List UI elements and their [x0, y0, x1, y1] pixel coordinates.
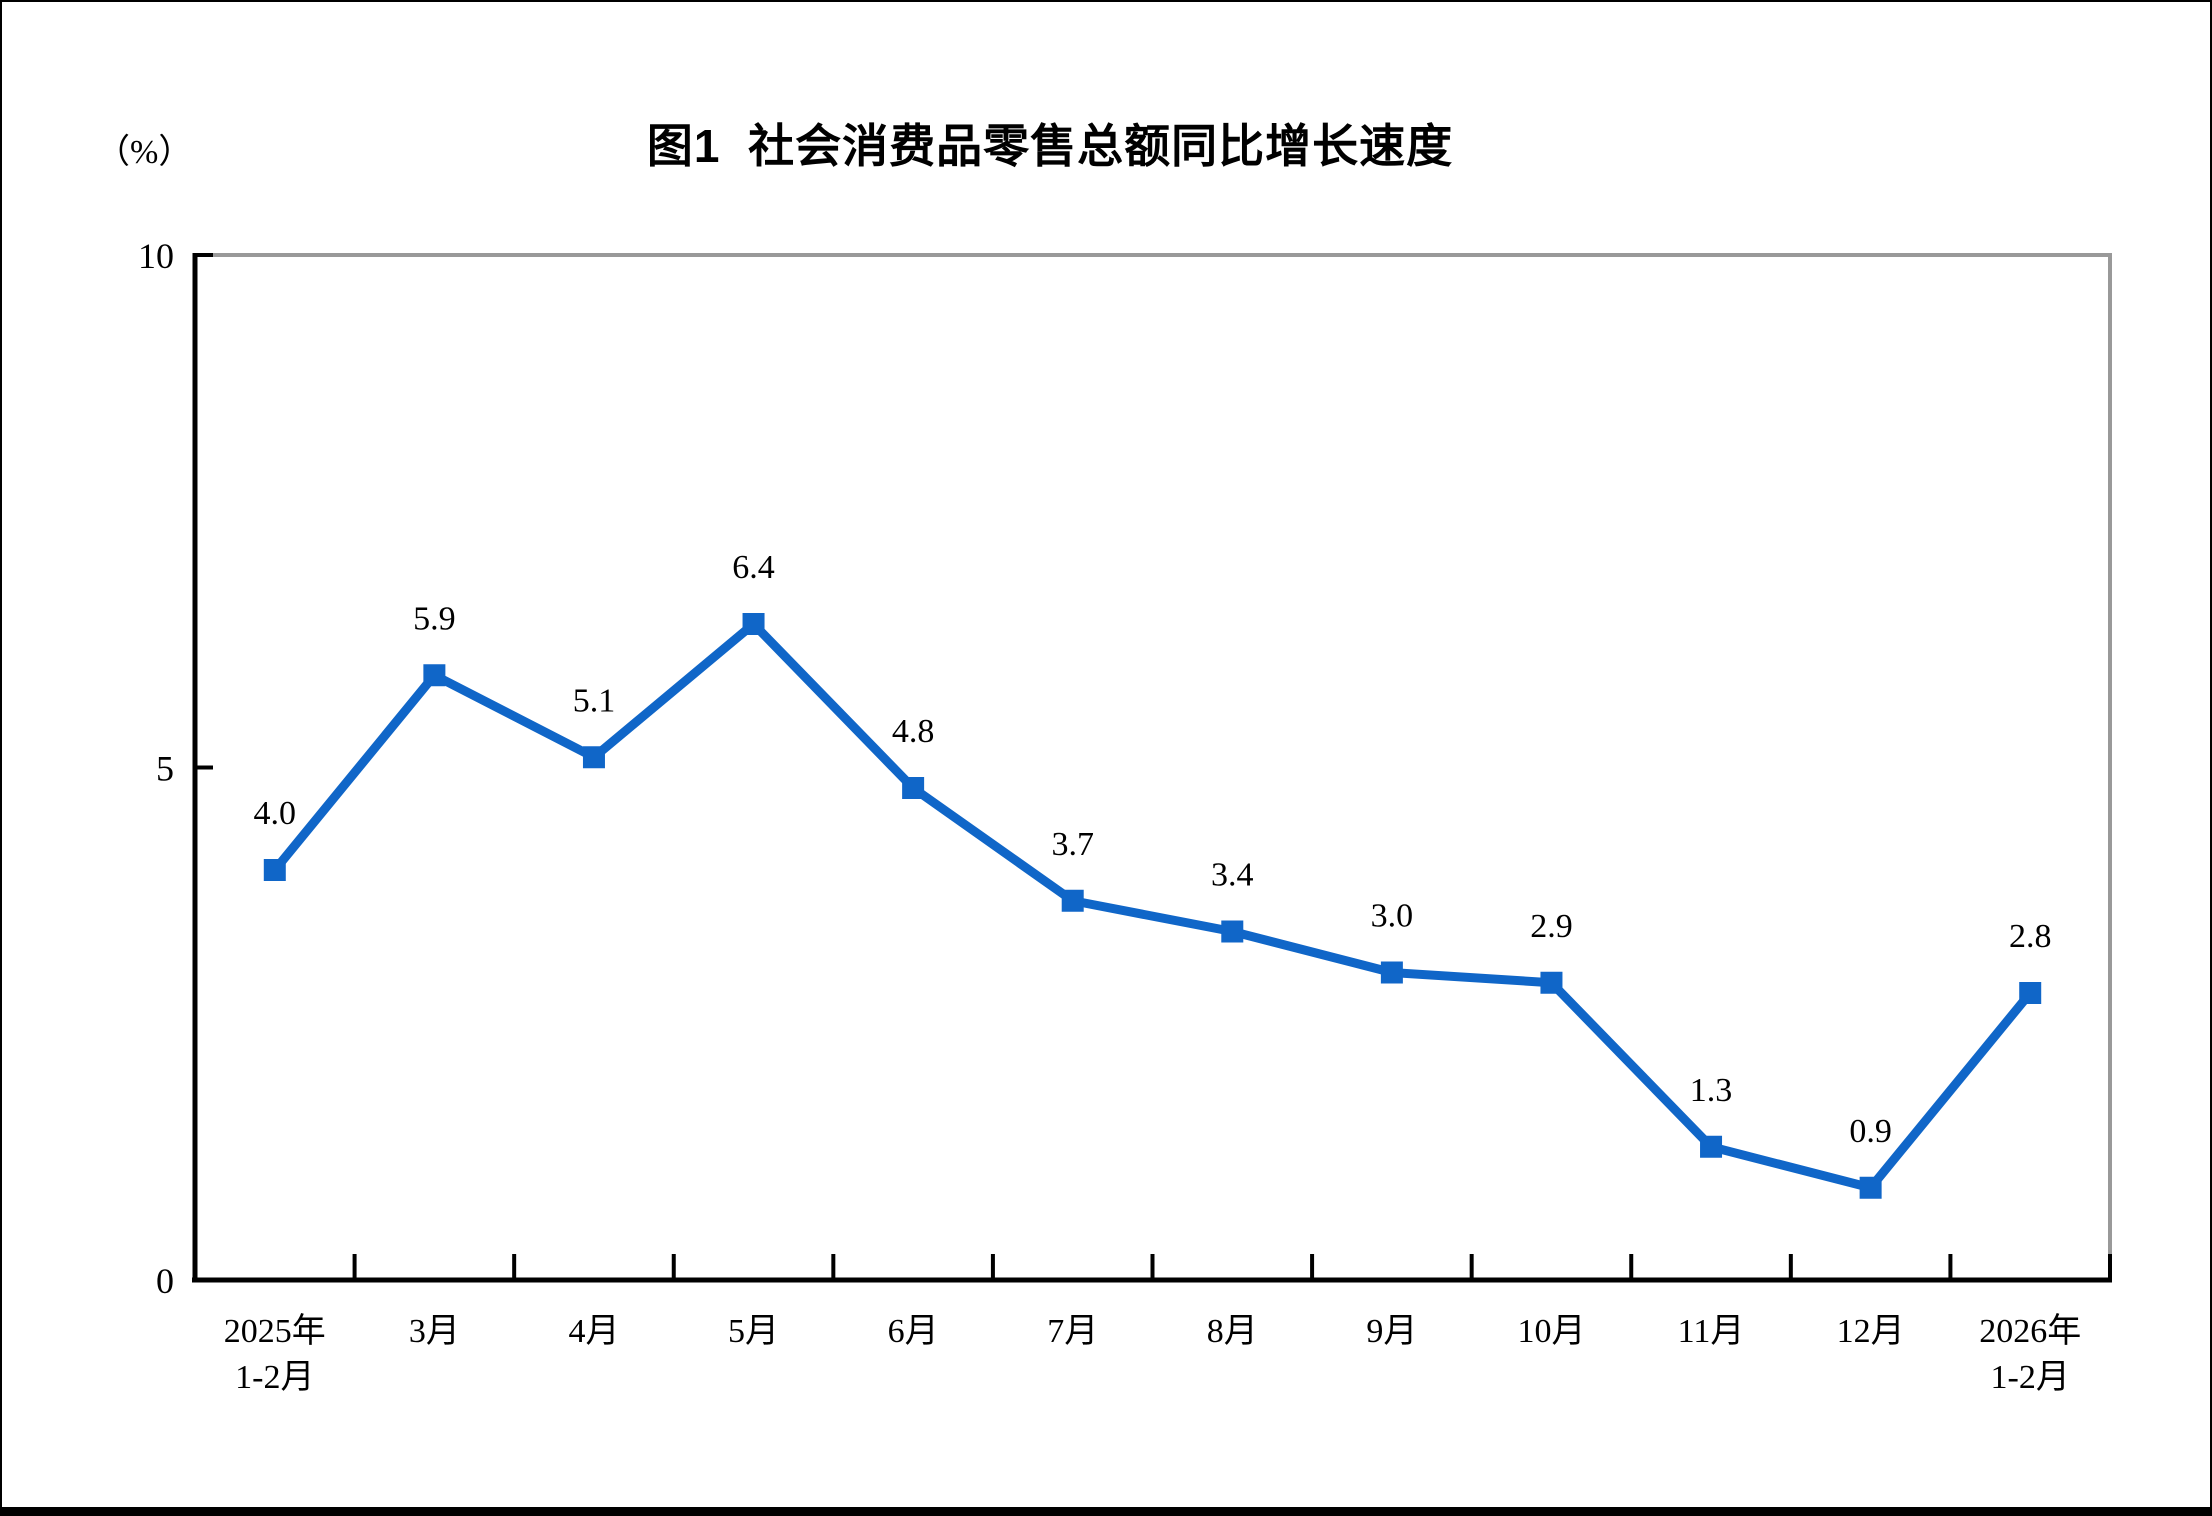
x-axis-category-label: 7月: [1047, 1313, 1098, 1350]
data-point-marker: [902, 777, 925, 799]
x-axis-category-label: 10月: [1517, 1313, 1585, 1350]
x-axis-category-label: 3月: [409, 1313, 460, 1350]
data-point-label: 2.9: [1530, 908, 1573, 945]
data-point-label: 0.9: [1849, 1113, 1892, 1150]
data-point-label: 5.9: [413, 600, 456, 637]
x-axis-category-label: 9月: [1366, 1313, 1417, 1350]
data-point-label: 3.7: [1051, 826, 1094, 863]
x-axis-category-label: 1-2月: [235, 1359, 314, 1396]
data-point-label: 3.4: [1211, 857, 1254, 894]
data-point-label: 1.3: [1690, 1072, 1733, 1109]
x-axis-category-label: 2025年: [224, 1312, 326, 1350]
y-axis-unit-label: （%）: [96, 134, 193, 171]
bottom-divider-bar: [2, 1507, 2210, 1516]
x-axis-category-label: 11月: [1678, 1313, 1745, 1350]
x-axis-category-label: 1-2月: [1991, 1359, 2070, 1396]
data-point-marker: [1380, 961, 1403, 984]
y-axis-tick-label: 10: [138, 236, 174, 276]
data-point-marker: [423, 664, 446, 687]
y-axis-tick-label: 0: [156, 1261, 174, 1301]
data-line: [271, 619, 2034, 1193]
data-point-marker: [582, 746, 605, 769]
x-axis-category-label: 8月: [1207, 1313, 1258, 1350]
data-point-marker: [1061, 889, 1084, 912]
data-point-label: 4.8: [892, 713, 935, 750]
x-axis-category-label: 2026年: [1979, 1312, 2081, 1350]
x-axis-category-label: 5月: [728, 1313, 779, 1350]
data-point-marker: [1859, 1176, 1882, 1199]
chart-title: 图1 社会消费品零售总额同比增长速度: [646, 120, 1454, 172]
x-axis-category-label: 12月: [1837, 1313, 1905, 1350]
data-point-label: 6.4: [732, 549, 775, 586]
data-point-marker: [1221, 920, 1244, 943]
data-point-label: 3.0: [1371, 898, 1414, 935]
data-point-label: 5.1: [573, 682, 616, 719]
data-point-label: 4.0: [254, 795, 297, 832]
data-point-marker: [2019, 982, 2042, 1004]
data-point-marker: [742, 613, 765, 635]
x-axis-category-label: 4月: [568, 1313, 619, 1350]
data-point-label: 2.8: [2009, 918, 2052, 955]
y-axis-tick-label: 5: [156, 749, 174, 789]
x-axis-category-label: 6月: [888, 1313, 939, 1350]
data-point-marker: [263, 859, 286, 881]
data-point-marker: [1540, 971, 1563, 994]
data-point-marker: [1700, 1135, 1723, 1158]
